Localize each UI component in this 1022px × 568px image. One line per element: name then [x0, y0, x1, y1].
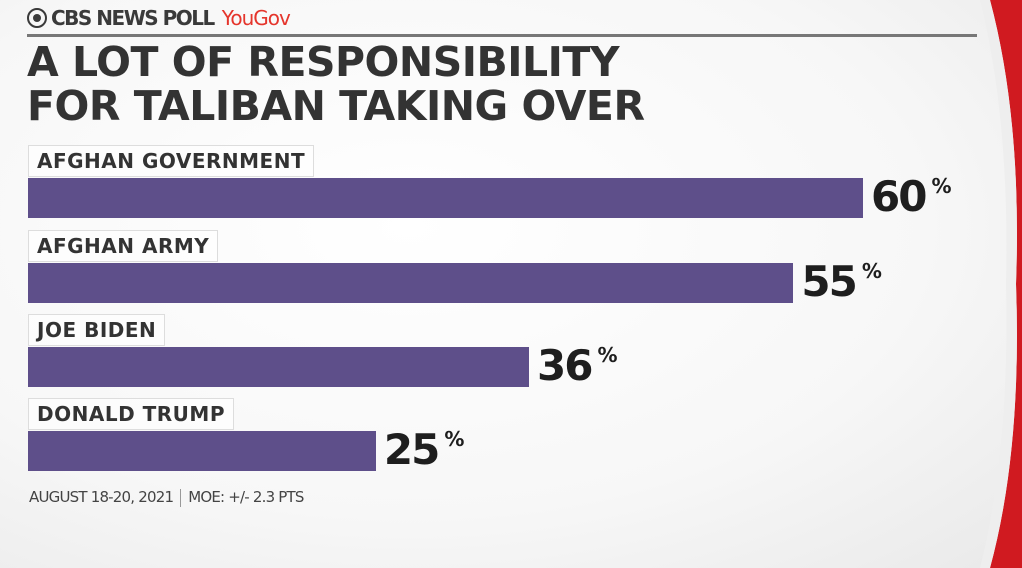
footer-separator — [180, 488, 182, 507]
value-label: 60% — [871, 172, 952, 221]
partner-label: YouGov — [221, 6, 291, 30]
bar — [28, 347, 529, 387]
brand-label: CBS NEWS POLL — [51, 6, 215, 30]
bar — [28, 431, 376, 471]
footer: AUGUST 18-20, 2021 MOE: +/- 2.3 PTS — [29, 488, 304, 507]
bar — [28, 178, 863, 218]
poll-header: CBS NEWS POLL YouGov — [27, 6, 291, 30]
cbs-eye-logo-icon — [27, 8, 47, 28]
value-number: 60 — [871, 172, 927, 221]
title-line-1: A LOT OF RESPONSIBILITY — [27, 38, 620, 86]
value-number: 25 — [383, 425, 440, 474]
percent-sign: % — [861, 259, 882, 283]
poll-date: AUGUST 18-20, 2021 — [29, 488, 174, 506]
bar — [28, 263, 794, 303]
category-label: DONALD TRUMP — [28, 398, 234, 430]
percent-sign: % — [597, 343, 618, 367]
header-divider — [27, 34, 977, 37]
value-label: 55% — [801, 257, 882, 306]
percent-sign: % — [444, 427, 465, 451]
category-label: JOE BIDEN — [28, 314, 166, 346]
red-corner-decoration — [980, 0, 1022, 568]
category-label: AFGHAN ARMY — [28, 230, 219, 262]
value-number: 55 — [801, 257, 857, 306]
value-label: 25% — [384, 425, 465, 474]
title-line-2: FOR TALIBAN TAKING OVER — [27, 82, 645, 130]
value-label: 36% — [537, 341, 618, 390]
chart-title: A LOT OF RESPONSIBILITY FOR TALIBAN TAKI… — [27, 40, 645, 128]
margin-of-error: MOE: +/- 2.3 PTS — [188, 488, 304, 506]
percent-sign: % — [931, 174, 952, 198]
category-label: AFGHAN GOVERNMENT — [28, 145, 315, 177]
value-number: 36 — [537, 341, 593, 390]
